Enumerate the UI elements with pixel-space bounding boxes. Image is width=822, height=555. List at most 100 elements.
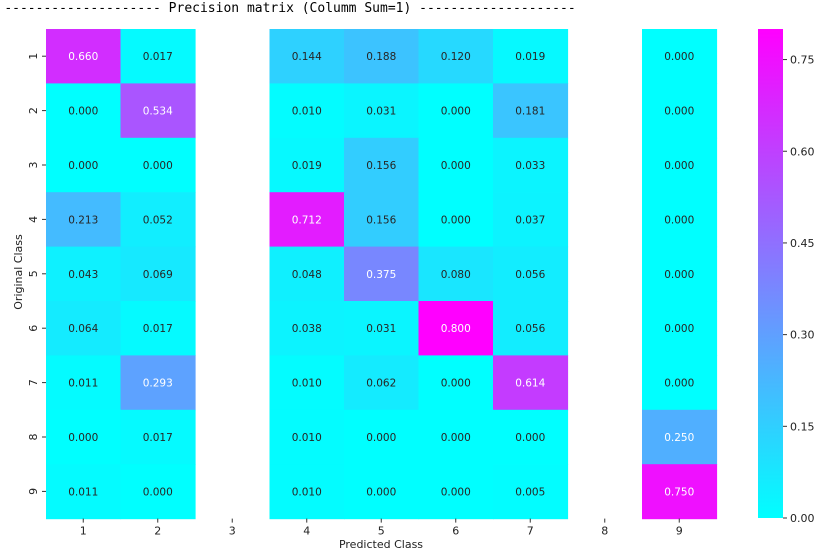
heatmap-cell-value: 0.052 bbox=[143, 214, 173, 226]
heatmap-cell-value: 0.010 bbox=[292, 432, 322, 444]
heatmap-cell-value: 0.005 bbox=[515, 486, 545, 498]
heatmap-cell-value: 0.064 bbox=[68, 323, 98, 335]
heatmap-cell bbox=[493, 192, 569, 248]
heatmap-cell-value: 0.043 bbox=[68, 269, 98, 281]
heatmap-cell-value: 0.031 bbox=[366, 106, 396, 118]
heatmap-cell-value: 0.712 bbox=[292, 214, 322, 226]
colorbar-tick-label: 0.60 bbox=[790, 145, 815, 158]
heatmap-cell bbox=[418, 464, 494, 520]
heatmap-cell-value: 0.000 bbox=[441, 106, 471, 118]
heatmap-cell bbox=[418, 355, 494, 411]
heatmap-cell bbox=[120, 464, 196, 520]
heatmap-cell bbox=[493, 246, 569, 302]
heatmap-cell-value: 0.375 bbox=[366, 269, 396, 281]
heatmap-cell bbox=[120, 29, 196, 84]
heatmap-cell-value: 0.010 bbox=[292, 106, 322, 118]
heatmap-cell bbox=[269, 83, 345, 139]
heatmap-cell bbox=[46, 246, 122, 302]
heatmap-cell-value: 0.000 bbox=[664, 269, 694, 281]
colorbar bbox=[758, 29, 783, 518]
heatmap-cell bbox=[269, 29, 345, 84]
heatmap-cell bbox=[46, 409, 122, 465]
heatmap-cell bbox=[418, 409, 494, 465]
y-tick-label: 7 bbox=[27, 379, 40, 386]
y-axis-ticks: 1 2 3 4 5 6 7 8 9 bbox=[27, 53, 46, 495]
heatmap-cell bbox=[493, 301, 569, 356]
heatmap-cell bbox=[344, 355, 420, 411]
heatmap-cell bbox=[642, 83, 718, 139]
heatmap-cell bbox=[493, 464, 569, 520]
heatmap-cell-value: 0.048 bbox=[292, 269, 322, 281]
heatmap-cell bbox=[344, 301, 420, 356]
heatmap-cell bbox=[418, 192, 494, 248]
x-tick-label: 8 bbox=[601, 525, 608, 538]
heatmap-cell bbox=[418, 29, 494, 84]
heatmap-cell-value: 0.000 bbox=[664, 323, 694, 335]
heatmap-cell bbox=[120, 409, 196, 465]
heatmap-cell-value: 0.019 bbox=[292, 160, 322, 172]
heatmap-cell-value: 0.000 bbox=[441, 378, 471, 390]
heatmap-cell bbox=[46, 83, 122, 139]
colorbar-ticks: 0.00 0.15 0.30 0.45 0.60 0.75 bbox=[783, 54, 815, 525]
heatmap-cell-value: 0.000 bbox=[664, 106, 694, 118]
heatmap-cell bbox=[344, 137, 420, 193]
heatmap-cell bbox=[46, 301, 122, 356]
heatmap-cell bbox=[344, 464, 420, 520]
y-tick-label: 1 bbox=[27, 53, 40, 60]
y-tick-label: 8 bbox=[27, 434, 40, 441]
heatmap-cell-value: 0.000 bbox=[441, 432, 471, 444]
heatmap-cell-value: 0.144 bbox=[292, 51, 322, 63]
heatmap-cell-value: 0.000 bbox=[441, 214, 471, 226]
heatmap-cell bbox=[120, 355, 196, 411]
heatmap-cell-value: 0.614 bbox=[515, 378, 545, 390]
x-axis-ticks: 1 2 3 4 5 6 7 8 9 bbox=[80, 518, 683, 538]
heatmap-cell bbox=[493, 355, 569, 411]
heatmap-cell-value: 0.000 bbox=[143, 160, 173, 172]
heatmap-cell bbox=[120, 246, 196, 302]
heatmap-cell-value: 0.031 bbox=[366, 323, 396, 335]
heatmap-cell bbox=[46, 137, 122, 193]
x-tick-label: 2 bbox=[154, 525, 161, 538]
heatmap-cell-value: 0.250 bbox=[664, 432, 694, 444]
heatmap-cell-value: 0.056 bbox=[515, 269, 545, 281]
heatmap-cell bbox=[269, 137, 345, 193]
heatmap-cell bbox=[269, 192, 345, 248]
heatmap-cell-value: 0.037 bbox=[515, 214, 545, 226]
heatmap-cell-value: 0.660 bbox=[68, 51, 98, 63]
heatmap-cell bbox=[120, 192, 196, 248]
heatmap-cell-value: 0.000 bbox=[366, 486, 396, 498]
heatmap-cell-value: 0.038 bbox=[292, 323, 322, 335]
heatmap-cell-value: 0.000 bbox=[515, 432, 545, 444]
heatmap-cell-value: 0.534 bbox=[143, 106, 173, 118]
heatmap-cell bbox=[269, 355, 345, 411]
y-tick-label: 3 bbox=[27, 162, 40, 169]
heatmap-cells bbox=[46, 29, 718, 520]
heatmap-cell bbox=[418, 137, 494, 193]
heatmap-cell bbox=[344, 409, 420, 465]
heatmap-cell-value: 0.010 bbox=[292, 378, 322, 390]
heatmap-cell bbox=[418, 301, 494, 356]
heatmap-cell-value: 0.000 bbox=[68, 432, 98, 444]
heatmap-cell-value: 0.056 bbox=[515, 323, 545, 335]
heatmap-cell-value: 0.011 bbox=[68, 486, 98, 498]
heatmap-cell bbox=[344, 246, 420, 302]
heatmap-cell-value: 0.156 bbox=[366, 214, 396, 226]
heatmap-cell-value: 0.062 bbox=[366, 378, 396, 390]
heatmap-cell bbox=[493, 83, 569, 139]
heatmap-cell bbox=[418, 83, 494, 139]
heatmap-cell bbox=[642, 409, 718, 465]
heatmap-cell bbox=[344, 83, 420, 139]
heatmap-cell-value: 0.181 bbox=[515, 106, 545, 118]
heatmap-cell-value: 0.800 bbox=[441, 323, 471, 335]
heatmap-cell bbox=[642, 464, 718, 520]
heatmap-cell bbox=[120, 301, 196, 356]
heatmap-cell-value: 0.000 bbox=[664, 214, 694, 226]
heatmap-cell-value: 0.000 bbox=[441, 160, 471, 172]
x-tick-label: 6 bbox=[452, 525, 459, 538]
colorbar-tick-label: 0.00 bbox=[790, 512, 815, 525]
colorbar-tick-label: 0.45 bbox=[790, 237, 815, 250]
heatmap-cell-value: 0.000 bbox=[664, 160, 694, 172]
heatmap-cell-value: 0.156 bbox=[366, 160, 396, 172]
heatmap-cell bbox=[269, 409, 345, 465]
